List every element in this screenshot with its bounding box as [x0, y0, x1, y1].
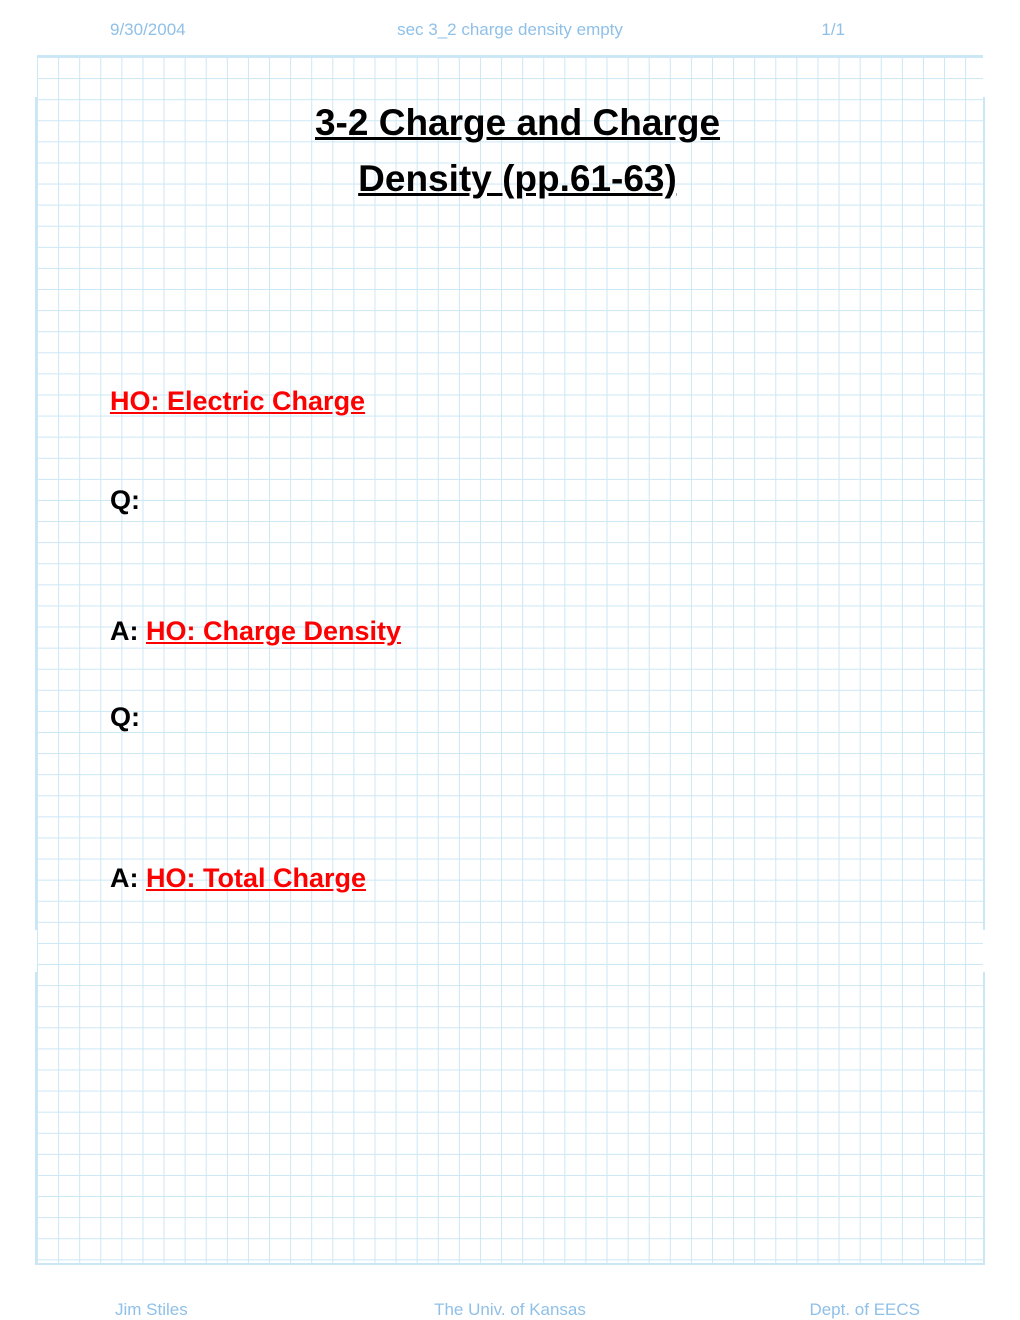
handout-electric-charge: HO: Electric Charge — [110, 386, 925, 417]
section-title: 3-2 Charge and Charge Density (pp.61-63) — [110, 95, 925, 206]
answer-1-prefix: A: — [110, 616, 146, 646]
border-notch — [34, 55, 37, 97]
answer-2: A: HO: Total Charge — [110, 863, 925, 894]
title-line-1: 3-2 Charge and Charge — [315, 102, 720, 143]
answer-1: A: HO: Charge Density — [110, 616, 925, 647]
content-area: 3-2 Charge and Charge Density (pp.61-63)… — [110, 95, 925, 949]
handout-total-charge-link: HO: Total Charge — [146, 863, 366, 893]
handout-charge-density-link: HO: Charge Density — [146, 616, 401, 646]
question-1: Q: — [110, 485, 925, 516]
footer-department: Dept. of EECS — [809, 1300, 920, 1320]
border-notch — [983, 930, 986, 972]
border-notch — [983, 55, 986, 97]
question-2: Q: — [110, 702, 925, 733]
page: 9/30/2004 sec 3_2 charge density empty 1… — [0, 0, 1020, 1320]
border-notch — [34, 930, 37, 972]
header-page-number: 1/1 — [821, 20, 845, 40]
answer-2-prefix: A: — [110, 863, 146, 893]
header-doc-title: sec 3_2 charge density empty — [0, 20, 1020, 40]
title-line-2: Density (pp.61-63) — [358, 158, 677, 199]
